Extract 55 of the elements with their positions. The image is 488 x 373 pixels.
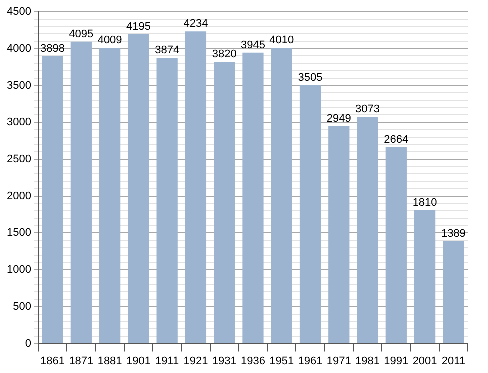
x-tick-label: 2011 — [442, 355, 466, 368]
y-tick-label: 2000 — [6, 190, 32, 202]
x-tick-label: 1901 — [126, 355, 151, 368]
data-label: 3874 — [155, 44, 180, 57]
bar — [414, 210, 436, 344]
y-tick-label: 3000 — [6, 116, 32, 129]
bar — [42, 56, 64, 344]
bar — [156, 58, 178, 344]
x-tick-label: 1921 — [184, 355, 208, 368]
data-label: 2664 — [384, 134, 409, 146]
bar — [443, 241, 464, 344]
bar — [185, 32, 207, 344]
bar — [271, 48, 292, 344]
x-tick-label: 1931 — [212, 355, 237, 368]
data-label: 4234 — [184, 18, 208, 30]
bar — [300, 85, 322, 344]
y-tick-label: 500 — [13, 300, 32, 313]
y-tick-label: 1000 — [6, 264, 32, 276]
x-tick-label: 1951 — [270, 355, 294, 368]
data-label: 4009 — [98, 34, 122, 47]
x-tick-label: 1991 — [384, 355, 409, 368]
x-tick-label: 1871 — [69, 355, 94, 368]
bar — [99, 48, 121, 344]
data-label: 2949 — [326, 112, 352, 125]
data-label: 1810 — [412, 196, 438, 209]
bar — [242, 52, 264, 344]
y-tick-label: 0 — [25, 338, 32, 350]
data-label: 3898 — [40, 42, 66, 55]
x-tick-label: 1981 — [356, 355, 380, 368]
x-tick-label: 1881 — [98, 355, 122, 368]
x-tick-label: 1961 — [298, 355, 323, 368]
y-tick-label: 3500 — [6, 80, 32, 92]
bar — [70, 42, 92, 344]
data-label: 4010 — [270, 34, 294, 47]
y-tick-label: 4500 — [6, 6, 32, 18]
data-label: 3073 — [356, 104, 380, 116]
data-label: 4195 — [126, 21, 151, 34]
x-tick-label: 1971 — [326, 355, 352, 368]
bar — [214, 62, 236, 344]
data-label: 1389 — [441, 228, 466, 240]
bar — [357, 117, 378, 344]
data-label: 3505 — [298, 72, 323, 84]
x-tick-label: 1911 — [156, 355, 180, 368]
y-tick-label: 1500 — [6, 227, 32, 240]
y-tick-label: 4000 — [6, 42, 32, 55]
x-tick-label: 2001 — [412, 355, 438, 368]
data-label: 3820 — [212, 48, 237, 61]
data-label: 4095 — [69, 28, 94, 40]
bar — [386, 147, 407, 344]
y-tick-label: 2500 — [6, 154, 32, 166]
x-tick-label: 1936 — [240, 355, 266, 368]
bar — [328, 126, 350, 344]
x-tick-label: 1861 — [40, 355, 66, 368]
bar — [128, 34, 150, 344]
data-label: 3945 — [240, 39, 266, 52]
